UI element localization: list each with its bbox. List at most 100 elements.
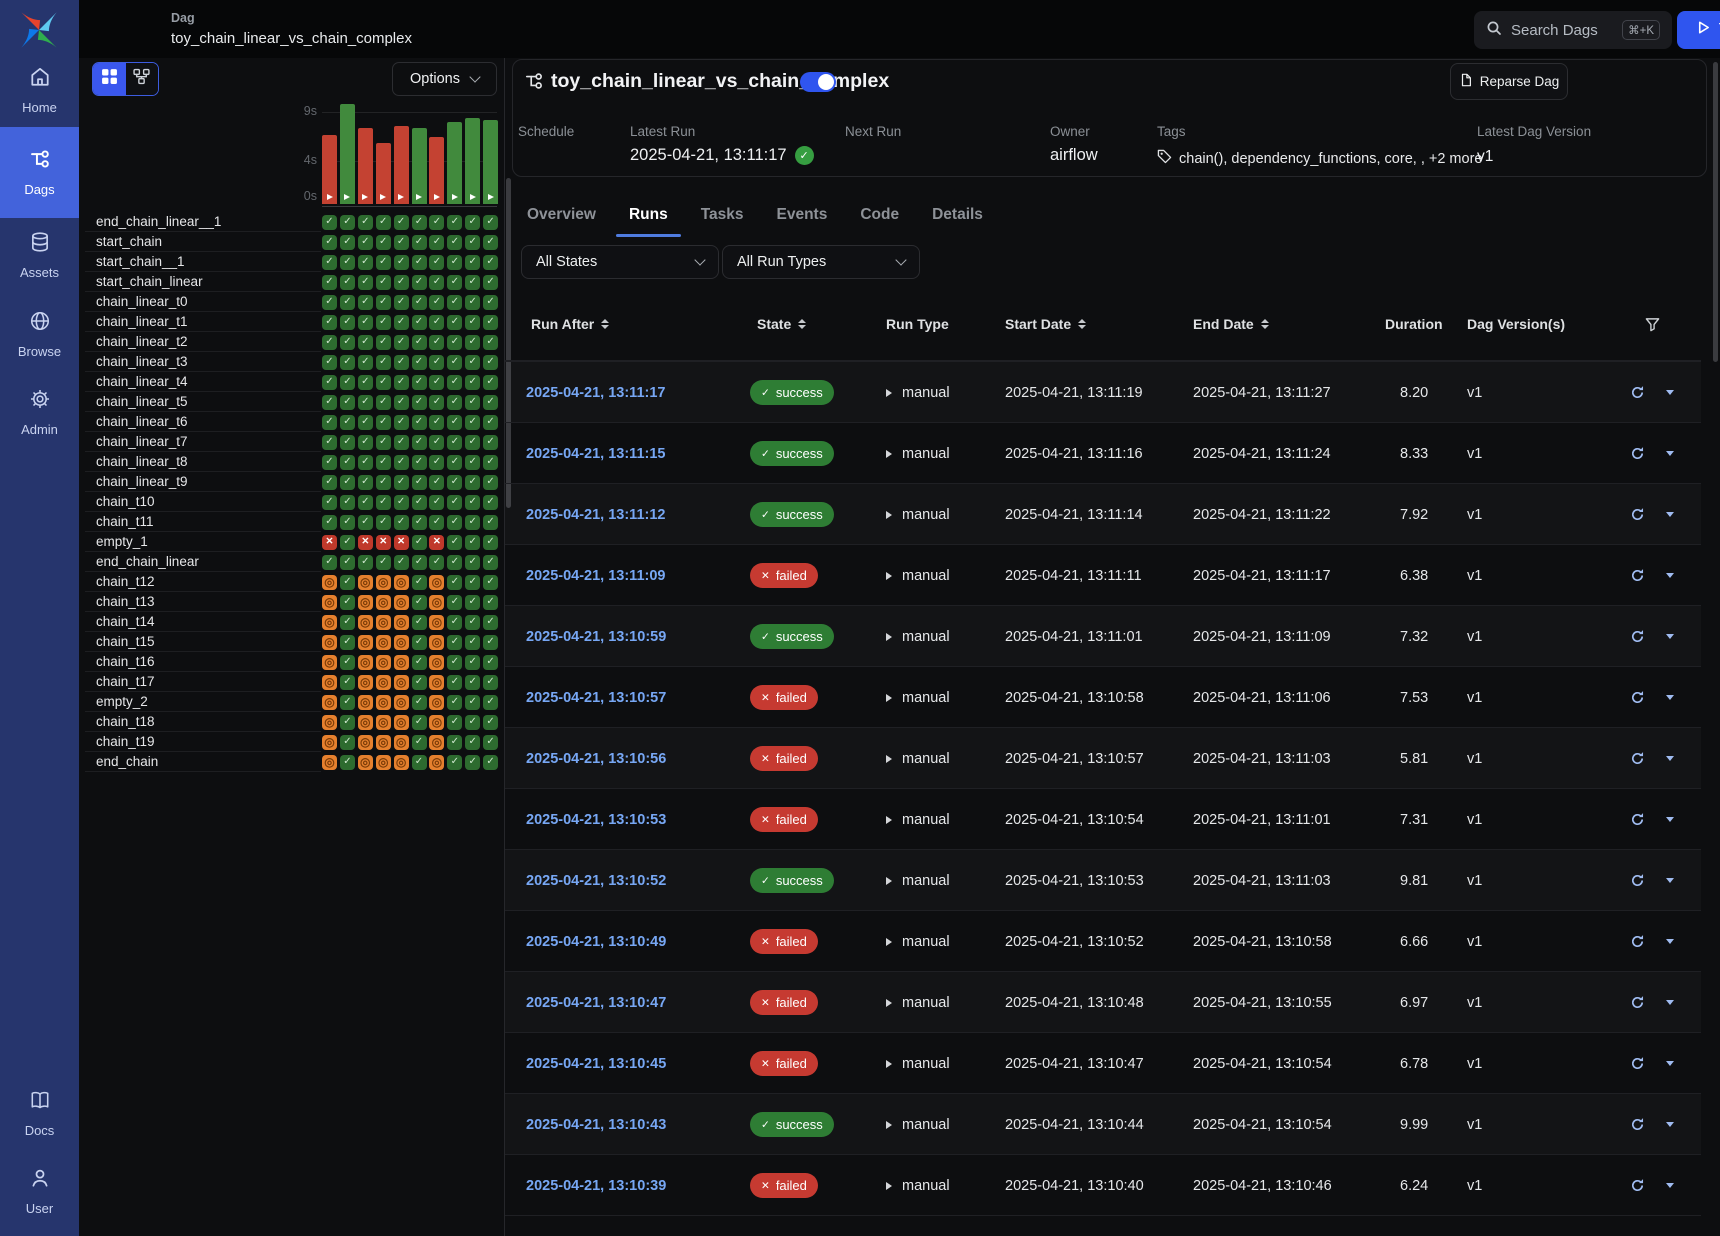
filter-funnel-icon[interactable] (1645, 317, 1660, 337)
task-instance-success[interactable]: ✓ (483, 755, 498, 770)
task-instance-success[interactable]: ✓ (447, 735, 462, 750)
sort-icon[interactable] (1078, 319, 1086, 329)
column-header-start-date[interactable]: Start Date (1005, 315, 1086, 333)
task-instance-success[interactable]: ✓ (322, 275, 337, 290)
task-instance-success[interactable]: ✓ (447, 235, 462, 250)
task-instance-success[interactable]: ✓ (483, 315, 498, 330)
task-name[interactable]: chain_t10 (85, 492, 321, 512)
task-instance-success[interactable]: ✓ (394, 515, 409, 530)
task-instance-success[interactable]: ✓ (376, 255, 391, 270)
sidebar-item-assets[interactable]: Assets (0, 224, 79, 286)
task-instance-success[interactable]: ✓ (340, 455, 355, 470)
task-instance-success[interactable]: ✓ (447, 495, 462, 510)
task-instance-success[interactable]: ✓ (322, 475, 337, 490)
task-instance-success[interactable]: ✓ (322, 415, 337, 430)
task-instance-success[interactable]: ✓ (412, 635, 427, 650)
run-after-link[interactable]: 2025-04-21, 13:10:56 (526, 728, 666, 789)
sort-icon[interactable] (601, 319, 609, 329)
task-instance-success[interactable]: ✓ (340, 595, 355, 610)
task-instance-success[interactable]: ✓ (465, 435, 480, 450)
row-menu-button[interactable] (1666, 728, 1674, 789)
task-instance-success[interactable]: ✓ (394, 335, 409, 350)
column-header-run-type[interactable]: Run Type (886, 315, 949, 333)
task-instance-success[interactable]: ✓ (429, 515, 444, 530)
task-instance-success[interactable]: ✓ (376, 235, 391, 250)
task-instance-success[interactable]: ✓ (412, 395, 427, 410)
task-instance-success[interactable]: ✓ (429, 215, 444, 230)
task-instance-success[interactable]: ✓ (429, 415, 444, 430)
task-instance-success[interactable]: ✓ (322, 555, 337, 570)
graph-view-button[interactable] (126, 63, 159, 95)
task-instance-success[interactable]: ✓ (340, 295, 355, 310)
run-after-link[interactable]: 2025-04-21, 13:10:59 (526, 606, 666, 667)
rerun-button[interactable] (1630, 423, 1645, 484)
task-name[interactable]: empty_2 (85, 692, 321, 712)
task-instance-success[interactable]: ✓ (483, 235, 498, 250)
task-instance-upstream_failed[interactable]: ◎ (429, 675, 444, 690)
column-header-run-after[interactable]: Run After (531, 315, 609, 333)
task-instance-success[interactable]: ✓ (412, 415, 427, 430)
task-instance-success[interactable]: ✓ (358, 415, 373, 430)
task-instance-upstream_failed[interactable]: ◎ (358, 615, 373, 630)
task-instance-upstream_failed[interactable]: ◎ (376, 595, 391, 610)
task-instance-success[interactable]: ✓ (412, 695, 427, 710)
task-instance-success[interactable]: ✓ (429, 355, 444, 370)
task-instance-success[interactable]: ✓ (394, 475, 409, 490)
task-instance-success[interactable]: ✓ (376, 275, 391, 290)
task-instance-success[interactable]: ✓ (394, 355, 409, 370)
row-menu-button[interactable] (1666, 972, 1674, 1033)
task-instance-success[interactable]: ✓ (483, 615, 498, 630)
task-instance-success[interactable]: ✓ (412, 755, 427, 770)
task-instance-success[interactable]: ✓ (358, 235, 373, 250)
rerun-button[interactable] (1630, 972, 1645, 1033)
task-instance-success[interactable]: ✓ (429, 555, 444, 570)
task-instance-success[interactable]: ✓ (340, 735, 355, 750)
task-instance-success[interactable]: ✓ (376, 375, 391, 390)
task-name[interactable]: chain_linear_t0 (85, 292, 321, 312)
task-instance-success[interactable]: ✓ (412, 595, 427, 610)
task-instance-success[interactable]: ✓ (358, 515, 373, 530)
task-instance-success[interactable]: ✓ (376, 515, 391, 530)
task-instance-success[interactable]: ✓ (412, 655, 427, 670)
row-menu-button[interactable] (1666, 1033, 1674, 1094)
task-instance-success[interactable]: ✓ (447, 535, 462, 550)
task-name[interactable]: chain_t16 (85, 652, 321, 672)
task-instance-success[interactable]: ✓ (465, 395, 480, 410)
run-after-link[interactable]: 2025-04-21, 13:10:53 (526, 789, 666, 850)
task-name[interactable]: chain_t15 (85, 632, 321, 652)
task-instance-success[interactable]: ✓ (483, 735, 498, 750)
task-instance-success[interactable]: ✓ (358, 375, 373, 390)
task-instance-upstream_failed[interactable]: ◎ (429, 615, 444, 630)
run-duration-bar[interactable] (447, 122, 462, 204)
row-menu-button[interactable] (1666, 850, 1674, 911)
task-instance-upstream_failed[interactable]: ◎ (322, 575, 337, 590)
runs-panel-scrollbar[interactable] (1713, 62, 1718, 362)
task-instance-upstream_failed[interactable]: ◎ (358, 655, 373, 670)
run-type-filter-select[interactable]: All Run Types (722, 245, 920, 279)
task-instance-success[interactable]: ✓ (394, 435, 409, 450)
task-instance-success[interactable]: ✓ (358, 435, 373, 450)
task-instance-success[interactable]: ✓ (340, 495, 355, 510)
rerun-button[interactable] (1630, 606, 1645, 667)
task-instance-success[interactable]: ✓ (429, 275, 444, 290)
task-name[interactable]: chain_t13 (85, 592, 321, 612)
task-instance-success[interactable]: ✓ (394, 315, 409, 330)
task-instance-failed[interactable]: ✕ (322, 535, 337, 550)
task-instance-upstream_failed[interactable]: ◎ (394, 595, 409, 610)
task-instance-success[interactable]: ✓ (412, 255, 427, 270)
task-instance-success[interactable]: ✓ (322, 295, 337, 310)
run-after-link[interactable]: 2025-04-21, 13:10:49 (526, 911, 666, 972)
task-instance-success[interactable]: ✓ (465, 375, 480, 390)
task-instance-upstream_failed[interactable]: ◎ (376, 575, 391, 590)
task-instance-success[interactable]: ✓ (483, 275, 498, 290)
task-instance-success[interactable]: ✓ (483, 435, 498, 450)
task-name[interactable]: chain_t18 (85, 712, 321, 732)
task-instance-upstream_failed[interactable]: ◎ (376, 615, 391, 630)
run-after-link[interactable]: 2025-04-21, 13:11:09 (526, 545, 665, 606)
task-instance-success[interactable]: ✓ (483, 215, 498, 230)
task-instance-success[interactable]: ✓ (465, 755, 480, 770)
task-instance-success[interactable]: ✓ (447, 615, 462, 630)
run-duration-bar[interactable] (465, 118, 480, 204)
task-instance-success[interactable]: ✓ (483, 575, 498, 590)
task-instance-success[interactable]: ✓ (412, 575, 427, 590)
